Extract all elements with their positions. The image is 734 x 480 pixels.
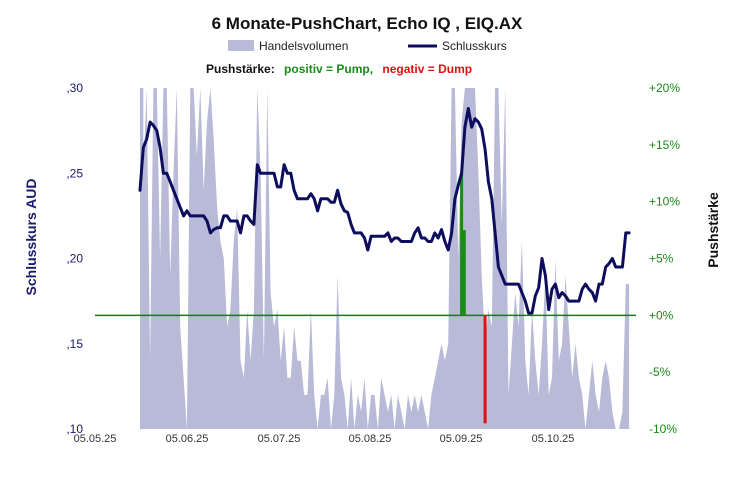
push-bar-positive: [462, 230, 466, 316]
tick-labels-layer: ,10 ,15 ,20 ,25 ,30 -10% -5% +0% +5% +10% +15% +20%…: [66, 81, 680, 445]
y2-tick-label: +5%: [649, 252, 674, 266]
y2-tick-label: +0%: [649, 308, 674, 322]
y2-tick-label: +15%: [649, 138, 680, 152]
push-bar-negative: [483, 315, 487, 424]
push-legend-negative: negativ = Dump: [382, 62, 472, 76]
y-axis-title: Schlusskurs AUD: [23, 179, 39, 296]
y2-axis-title: Pushstärke: [705, 192, 721, 268]
push-bars-layer: [460, 173, 487, 424]
volume-area: [140, 88, 630, 429]
x-tick-label: 05.07.25: [258, 433, 301, 445]
y2-tick-label: +10%: [649, 195, 680, 209]
push-legend-positive: positiv = Pump,: [284, 62, 373, 76]
y-tick-label: ,25: [66, 166, 83, 180]
x-tick-label: 05.09.25: [440, 433, 483, 445]
y-tick-label: ,30: [66, 81, 83, 95]
push-legend: Pushstärke: positiv = Pump, negativ = Du…: [206, 62, 472, 76]
y2-tick-label: -5%: [649, 365, 671, 379]
y-tick-label: ,15: [66, 337, 83, 351]
y2-tick-label: +20%: [649, 81, 680, 95]
push-bar-positive: [460, 173, 464, 316]
volume-area-layer: [140, 88, 630, 429]
x-tick-label: 05.08.25: [349, 433, 392, 445]
legend-volume-label: Handelsvolumen: [259, 39, 348, 53]
price-line: [138, 107, 631, 315]
y2-tick-label: -10%: [649, 422, 677, 436]
y-tick-label: ,10: [66, 422, 83, 436]
y-tick-label: ,20: [66, 252, 83, 266]
price-line-layer: [138, 107, 631, 315]
x-tick-label: 05.05.25: [74, 433, 117, 445]
legend-volume-swatch: [228, 40, 254, 51]
x-tick-label: 05.06.25: [166, 433, 209, 445]
legend-price-label: Schlusskurs: [442, 39, 507, 53]
x-tick-label: 05.10.25: [532, 433, 575, 445]
chart-title: 6 Monate-PushChart, Echo IQ , EIQ.AX: [212, 14, 523, 33]
push-legend-prefix: Pushstärke:: [206, 62, 275, 76]
